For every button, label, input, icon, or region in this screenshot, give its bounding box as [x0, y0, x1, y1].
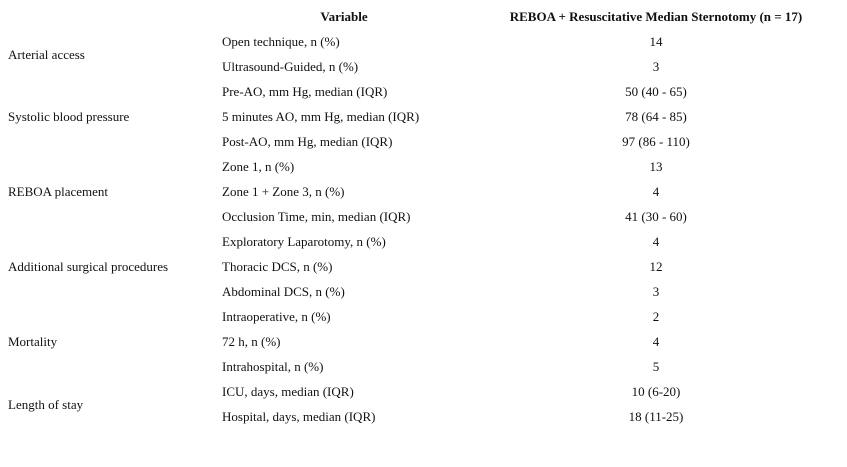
value-cell: 13	[649, 159, 663, 174]
value-cell: 4	[652, 334, 660, 349]
value-cell: 10 (6-20)	[631, 384, 681, 399]
header-outcome: REBOA + Resuscitative Median Sternotomy …	[509, 9, 803, 24]
variable-cell: Exploratory Laparotomy, n (%)	[222, 234, 386, 249]
value-cell: 97 (86 - 110)	[622, 134, 690, 149]
variable-cell: Ultrasound-Guided, n (%)	[222, 59, 359, 74]
value-cell: 3	[652, 284, 660, 299]
variable-cell: Pre-AO, mm Hg, median (IQR)	[222, 84, 388, 99]
value-cell: 4	[652, 234, 660, 249]
group-label: Length of stay	[8, 396, 84, 412]
variable-cell: Occlusion Time, min, median (IQR)	[222, 209, 411, 224]
variable-cell: 5 minutes AO, mm Hg, median (IQR)	[222, 109, 420, 124]
variable-cell: Post-AO, mm Hg, median (IQR)	[222, 134, 393, 149]
variable-cell: Thoracic DCS, n (%)	[222, 259, 333, 274]
value-cell: 12	[649, 259, 663, 274]
variable-cell: Intrahospital, n (%)	[222, 359, 324, 374]
header-variable: Variable	[320, 9, 368, 24]
value-cell: 78 (64 - 85)	[625, 109, 687, 124]
value-cell: 2	[652, 309, 660, 324]
variable-cell: Hospital, days, median (IQR)	[222, 409, 376, 424]
value-cell: 5	[652, 359, 660, 374]
value-cell: 14	[649, 34, 663, 49]
value-cell: 3	[652, 59, 660, 74]
value-cell: 4	[652, 184, 660, 199]
variable-cell: Abdominal DCS, n (%)	[222, 284, 345, 299]
variable-cell: ICU, days, median (IQR)	[222, 384, 354, 399]
value-cell: 18 (11-25)	[628, 409, 684, 424]
group-label: Additional surgical procedures	[8, 259, 169, 274]
value-cell: 50 (40 - 65)	[625, 84, 687, 99]
variable-cell: 72 h, n (%)	[222, 334, 281, 349]
variable-cell: Intraoperative, n (%)	[222, 309, 331, 324]
group-label: Systolic blood pressure	[8, 109, 130, 124]
variable-cell: Open technique, n (%)	[222, 34, 340, 49]
value-cell: 41 (30 - 60)	[625, 209, 687, 224]
group-label: Mortality	[8, 334, 58, 349]
variable-cell: Zone 1 + Zone 3, n (%)	[222, 184, 345, 199]
group-label: REBOA placement	[8, 184, 109, 199]
variable-cell: Zone 1, n (%)	[222, 159, 295, 174]
group-label: Arterial access	[8, 46, 85, 62]
